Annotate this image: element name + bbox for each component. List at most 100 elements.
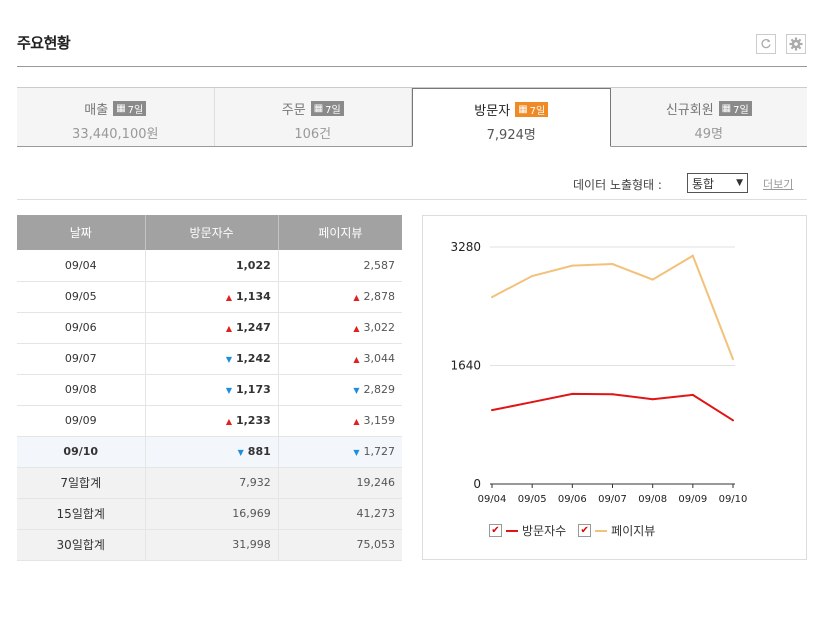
data-point: [531, 275, 534, 278]
period-badge: ▦ 7일: [113, 101, 147, 116]
tab-value: 49명: [694, 127, 723, 142]
tab-value: 7,924명: [486, 128, 536, 143]
filter-label: 데이터 노출형태 :: [573, 178, 662, 192]
pageviews-cell: 2,587: [278, 250, 402, 282]
legend-line-visitors: [506, 529, 518, 532]
refresh-icon: [761, 39, 771, 49]
table-row: 09/09 ▲ 1,233 ▲ 3,159: [17, 405, 402, 437]
data-point: [491, 409, 493, 412]
trend-up-icon: ▲: [353, 417, 360, 426]
select-value: 통합: [692, 176, 715, 191]
x-tick-label: 09/08: [638, 494, 667, 505]
tab-value: 33,440,100원: [72, 127, 159, 142]
total-label: 30일합계: [17, 529, 146, 561]
total-label: 15일합계: [17, 498, 146, 530]
page-header: 주요현황: [17, 28, 807, 67]
chart-legend: ✔ 방문자수 ✔ 페이지뷰: [489, 522, 667, 539]
summary-tabs: 매출 ▦ 7일 33,440,100원 주문 ▦ 7일 106건 방문자 ▦ 7일 7,92…: [17, 87, 807, 147]
tab-new-members[interactable]: 신규회원 ▦ 7일 49명: [610, 88, 807, 146]
checkbox-icon[interactable]: ✔: [489, 524, 502, 537]
date-cell: 09/04: [17, 250, 146, 282]
data-point: [611, 393, 614, 396]
legend-label: 페이지뷰: [611, 524, 656, 538]
pageviews-total: 75,053: [278, 529, 402, 561]
period-badge: ▦ 7일: [310, 101, 344, 116]
x-tick-label: 09/07: [598, 494, 627, 505]
chevron-down-icon: ▼: [736, 178, 743, 188]
checkbox-icon[interactable]: ✔: [578, 524, 592, 537]
data-point: [732, 419, 734, 422]
data-point: [651, 278, 654, 281]
gear-icon: [789, 37, 803, 51]
visitor-table: 날짜 방문자수 페이지뷰 09/04 1,022 2,587 09/05 ▲ 1,134 ▲…: [17, 215, 402, 561]
date-cell: 09/09: [17, 405, 146, 437]
date-cell: 09/05: [17, 281, 146, 313]
data-point: [571, 264, 574, 267]
data-point: [571, 392, 574, 395]
x-tick-label: 09/04: [478, 494, 507, 505]
visitors-total: 7,932: [145, 467, 279, 499]
line-chart: 3280 1640 0 09/04 09/05 09/06 09/07 09/08 09/09 0…: [450, 240, 748, 505]
date-cell: 09/08: [17, 374, 146, 406]
total-label: 7일합계: [17, 467, 146, 499]
table-row: 09/08 ▼ 1,173 ▼ 2,829: [17, 374, 402, 406]
x-tick-label: 09/09: [678, 494, 707, 505]
data-point: [611, 263, 614, 266]
trend-down-icon: ▼: [225, 355, 232, 364]
data-point: [491, 296, 493, 299]
trend-down-icon: ▼: [237, 448, 244, 457]
legend-item-pageviews[interactable]: ✔ 페이지뷰: [578, 522, 655, 539]
legend-item-visitors[interactable]: ✔ 방문자수: [489, 522, 566, 539]
x-tick-label: 09/10: [719, 494, 748, 505]
trend-up-icon: ▲: [225, 417, 232, 426]
series-line-pageviews: [491, 254, 734, 360]
more-link[interactable]: 더보기: [763, 178, 794, 191]
tab-sales[interactable]: 매출 ▦ 7일 33,440,100원: [17, 88, 215, 146]
tab-label: 신규회원: [665, 103, 714, 118]
pageviews-cell: ▲ 3,159: [278, 405, 402, 437]
calendar-icon: ▦: [518, 104, 528, 115]
visitors-total: 16,969: [145, 498, 279, 530]
calendar-icon: ▦: [721, 103, 732, 114]
tab-orders[interactable]: 주문 ▦ 7일 106건: [214, 88, 412, 146]
pageviews-cell: ▲ 3,022: [278, 312, 402, 344]
settings-button[interactable]: [786, 34, 806, 54]
tab-value: 106건: [294, 127, 332, 142]
column-header-pageviews: 페이지뷰: [278, 215, 402, 250]
data-point: [732, 358, 734, 361]
tab-visitors[interactable]: 방문자 ▦ 7일 7,924명: [412, 88, 611, 147]
visitors-cell: ▼ 1,173: [145, 374, 279, 406]
trend-up-icon: ▲: [353, 324, 360, 333]
visitors-cell: 1,022: [145, 250, 279, 282]
data-point: [691, 254, 694, 257]
chart-panel: 3280 1640 0 09/04 09/05 09/06 09/07 09/08 09/09 0…: [422, 215, 807, 560]
pageviews-cell: ▲ 2,878: [278, 281, 402, 313]
visitors-total: 31,998: [145, 529, 279, 561]
tab-label: 주문: [281, 103, 306, 118]
visitors-cell: ▲ 1,233: [145, 405, 279, 437]
data-point: [651, 398, 654, 401]
visitors-cell: ▲ 1,247: [145, 312, 279, 344]
column-header-date: 날짜: [17, 215, 146, 250]
visitors-cell: ▼ 881: [145, 436, 279, 468]
pageviews-total: 41,273: [278, 498, 402, 530]
y-tick-label: 0: [473, 477, 481, 491]
total-row: 15일합계 16,969 41,273: [17, 498, 402, 530]
pageviews-cell: ▼ 1,727: [278, 436, 402, 468]
trend-down-icon: ▼: [353, 386, 360, 395]
y-tick-label: 1640: [450, 359, 481, 373]
series-line-visitors: [491, 392, 734, 422]
y-tick-label: 3280: [450, 240, 481, 254]
total-row: 30일합계 31,998 75,053: [17, 529, 402, 561]
page-title: 주요현황: [17, 34, 71, 52]
table-row: 09/05 ▲ 1,134 ▲ 2,878: [17, 281, 402, 313]
tab-label: 매출: [84, 103, 109, 118]
legend-line-pageviews: [595, 529, 608, 532]
refresh-button[interactable]: [756, 34, 776, 54]
display-type-select[interactable]: 통합 ▼: [687, 173, 748, 193]
period-badge: ▦ 7일: [515, 102, 549, 117]
x-tick-label: 09/05: [518, 494, 547, 505]
trend-down-icon: ▼: [353, 448, 360, 457]
x-tick-label: 09/06: [558, 494, 587, 505]
legend-label: 방문자수: [522, 524, 567, 538]
